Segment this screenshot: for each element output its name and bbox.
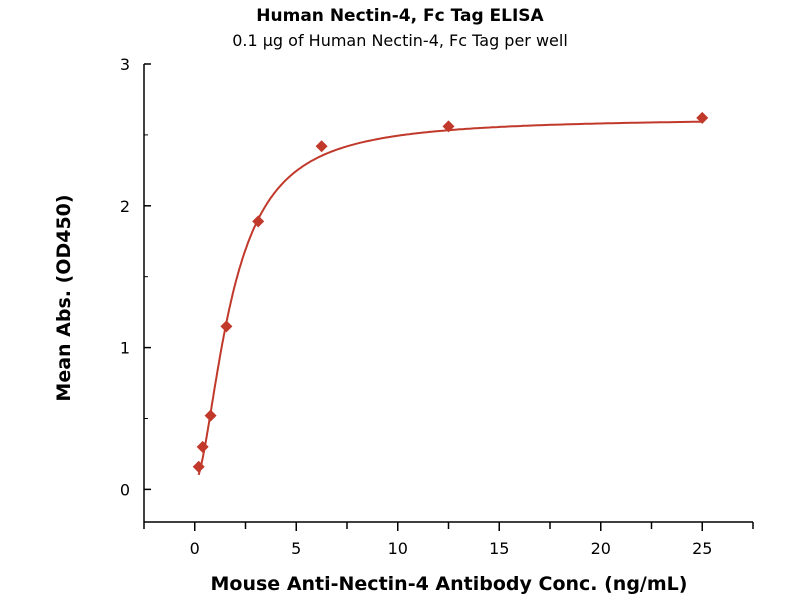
x-tick-label: 10 (388, 539, 408, 558)
data-point-marker (192, 460, 205, 473)
data-point-marker (252, 215, 265, 228)
chart-subtitle: 0.1 µg of Human Nectin-4, Fc Tag per wel… (232, 31, 568, 50)
y-tick-label: 0 (120, 480, 130, 499)
x-axis-label: Mouse Anti-Nectin-4 Antibody Conc. (ng/m… (211, 573, 688, 595)
y-tick-label: 3 (120, 55, 130, 74)
chart-title: Human Nectin-4, Fc Tag ELISA (256, 6, 544, 26)
x-tick-label: 15 (489, 539, 509, 558)
y-tick-label: 1 (120, 339, 130, 358)
x-tick-label: 25 (692, 539, 712, 558)
x-tick-label: 0 (190, 539, 200, 558)
x-tick-label: 20 (591, 539, 611, 558)
y-axis-label: Mean Abs. (OD450) (53, 194, 75, 401)
y-tick-label: 2 (120, 197, 130, 216)
x-tick-label: 5 (291, 539, 301, 558)
data-point-marker (204, 409, 217, 422)
fit-curve (197, 120, 703, 476)
data-point-marker (696, 111, 709, 124)
data-point-marker (315, 140, 328, 153)
data-point-marker (196, 440, 209, 453)
data-point-marker (220, 320, 233, 333)
data-point-marker (442, 120, 455, 133)
